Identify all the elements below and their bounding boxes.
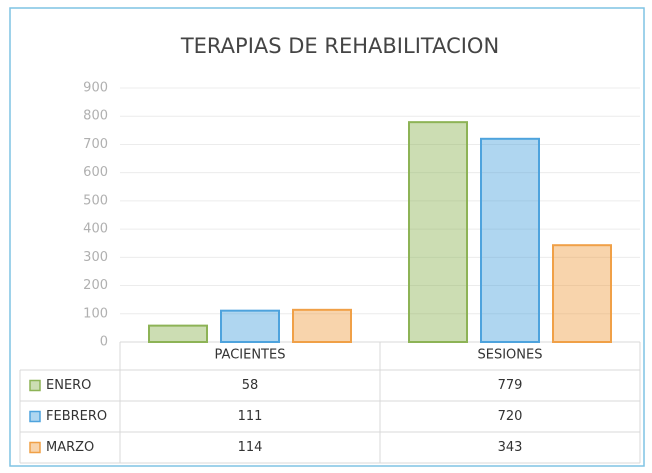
- bar: [220, 309, 280, 344]
- legend-label: MARZO: [46, 440, 94, 455]
- y-tick-label: 400: [83, 222, 108, 237]
- bar: [552, 244, 612, 344]
- legend-swatch: [29, 410, 41, 423]
- y-tick-label: 100: [83, 306, 108, 321]
- bar: [148, 324, 208, 343]
- y-tick-label: 600: [83, 165, 108, 180]
- y-tick-label: 300: [83, 250, 108, 265]
- y-tick-label: 900: [83, 81, 108, 96]
- table-value: 58: [242, 378, 259, 393]
- legend-swatch: [29, 379, 41, 392]
- table-value: 779: [498, 378, 523, 393]
- bar: [292, 308, 352, 343]
- table-value: 343: [498, 440, 523, 455]
- legend-label: ENERO: [46, 378, 91, 393]
- legend-swatch: [29, 441, 41, 454]
- table-value: 720: [498, 409, 523, 424]
- y-tick-label: 200: [83, 278, 108, 293]
- y-tick-label: 500: [83, 193, 108, 208]
- y-tick-label: 700: [83, 137, 108, 152]
- bar: [480, 137, 540, 343]
- x-tick-label: SESIONES: [478, 348, 543, 363]
- legend-label: FEBRERO: [46, 409, 107, 424]
- chart-title: TERAPIAS DE REHABILITACION: [180, 34, 499, 58]
- table-value: 111: [238, 409, 263, 424]
- x-tick-label: PACIENTES: [215, 348, 286, 363]
- table-value: 114: [238, 440, 263, 455]
- chart-frame: [9, 7, 645, 467]
- bar: [408, 121, 468, 343]
- y-tick-label: 800: [83, 109, 108, 124]
- y-tick-label: 0: [100, 335, 108, 350]
